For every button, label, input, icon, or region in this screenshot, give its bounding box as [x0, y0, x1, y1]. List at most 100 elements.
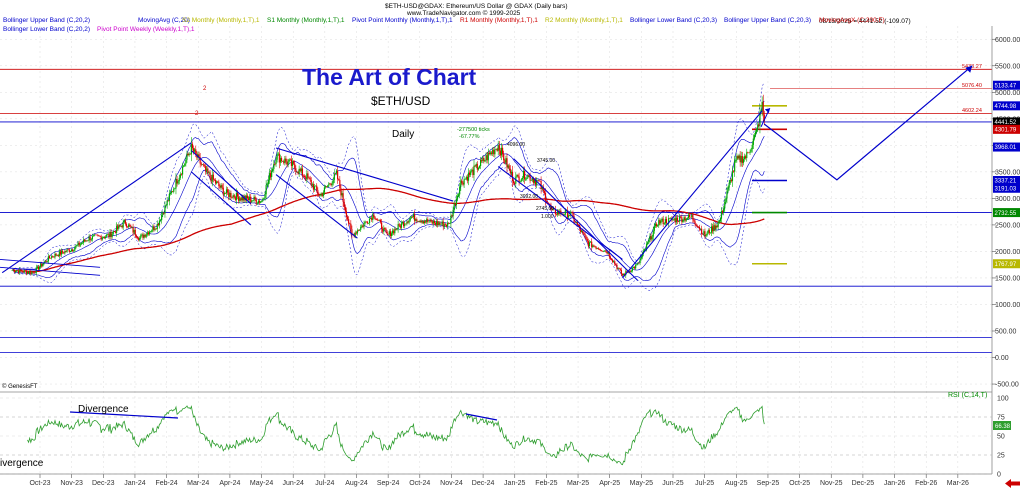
candle-body	[170, 191, 173, 194]
candle-body	[141, 234, 143, 236]
candle-body	[76, 245, 78, 246]
candle-body	[239, 198, 241, 201]
candle-body	[620, 269, 622, 275]
candle-body	[554, 209, 556, 215]
candle-body	[423, 221, 426, 224]
candle-body	[467, 172, 470, 181]
x-axis: Oct-23 Nov-23 Dec-23 Jan-24 Feb-24 Mar-24 Apr-…	[0, 473, 992, 487]
x-tick-label: Nov-24	[440, 480, 463, 487]
candle-body	[762, 101, 764, 115]
candle-body	[23, 270, 25, 273]
candle-body	[509, 168, 511, 174]
candle-body	[577, 224, 580, 226]
candle-body	[758, 124, 760, 126]
candle-body	[445, 224, 448, 227]
candle-body	[49, 258, 52, 259]
candle-body	[18, 270, 20, 273]
candle-body	[508, 165, 510, 169]
candle-body	[372, 214, 374, 220]
candle-body	[62, 250, 64, 253]
candle-body	[482, 157, 484, 161]
candle-body	[367, 223, 370, 224]
candle-body	[582, 230, 584, 233]
candle-body	[496, 148, 498, 151]
candle-body	[375, 218, 377, 220]
candle-body	[507, 165, 509, 168]
candle-body	[522, 170, 525, 178]
divergence-label: ivergence	[0, 458, 44, 469]
candle-body	[219, 185, 221, 188]
candle-body	[300, 168, 302, 172]
candle-body	[379, 220, 382, 223]
candle-body	[691, 215, 693, 218]
candle-body	[422, 221, 425, 224]
candle-body	[224, 192, 227, 194]
candle-body	[599, 249, 602, 251]
y-tick-label: 5500.00	[995, 63, 1020, 70]
scroll-right-button[interactable]	[1003, 479, 1022, 488]
x-tick-label: Mar-25	[567, 480, 589, 487]
candle-body	[597, 247, 599, 250]
candle-body	[88, 236, 90, 241]
candle-body	[622, 273, 625, 276]
candle-body	[254, 196, 256, 200]
candle-body	[67, 249, 69, 250]
candle-body	[251, 200, 253, 203]
candle-body	[269, 173, 272, 177]
x-tick-label: Dec-24	[472, 480, 495, 487]
candle-body	[20, 269, 22, 271]
candle-body	[123, 220, 125, 223]
candle-body	[454, 203, 456, 206]
candle-body	[150, 231, 152, 233]
candle-body	[387, 233, 389, 235]
candle-body	[195, 149, 197, 154]
x-tick-label: Jan-24	[124, 480, 146, 487]
candle-body	[609, 256, 611, 259]
candle-body	[474, 165, 476, 167]
candle-body	[462, 183, 464, 185]
candle-body	[306, 173, 308, 180]
price-marker: 1767.97	[993, 259, 1020, 269]
candle-body	[273, 163, 275, 170]
candle-body	[743, 156, 746, 160]
candle-body	[595, 246, 597, 249]
candle-body	[11, 270, 13, 271]
candle-body	[673, 218, 675, 220]
candle-body	[135, 235, 137, 238]
candle-body	[519, 181, 521, 182]
candle-body	[97, 234, 99, 236]
x-tick-label: Mar-24	[187, 480, 209, 487]
candle-body	[451, 215, 453, 217]
candle-body	[437, 221, 439, 225]
candle-body	[753, 135, 756, 139]
price-marker-label: 4301.79	[995, 128, 1017, 134]
candle-body	[334, 173, 337, 175]
candle-body	[480, 159, 482, 167]
candle-body	[99, 236, 101, 237]
candle-body	[730, 179, 732, 182]
candle-body	[137, 238, 140, 240]
candle-body	[489, 152, 492, 154]
candle-body	[52, 256, 54, 257]
candle-body	[477, 167, 480, 170]
candle-body	[605, 250, 607, 252]
candle-body	[229, 192, 231, 197]
candle-body	[227, 189, 229, 193]
candle-body	[475, 163, 477, 167]
candle-body	[683, 217, 685, 221]
candle-body	[40, 263, 42, 267]
x-tick-label: Apr-24	[219, 480, 240, 487]
candle-body	[106, 234, 108, 237]
candle-body	[308, 177, 310, 179]
candle-body	[602, 251, 604, 252]
candle-body	[104, 236, 107, 238]
candle-body	[741, 156, 743, 163]
candle-body	[588, 242, 591, 247]
candle-body	[154, 228, 156, 230]
legend-entry: MovingAvg (C,20)	[138, 17, 190, 24]
candle-body	[261, 200, 263, 202]
y-tick-label: 2000.00	[995, 249, 1020, 256]
candle-body	[643, 249, 646, 251]
legend-entry: S1 Monthly (Monthly,1,T),1	[267, 17, 345, 24]
candle-body	[111, 233, 113, 237]
